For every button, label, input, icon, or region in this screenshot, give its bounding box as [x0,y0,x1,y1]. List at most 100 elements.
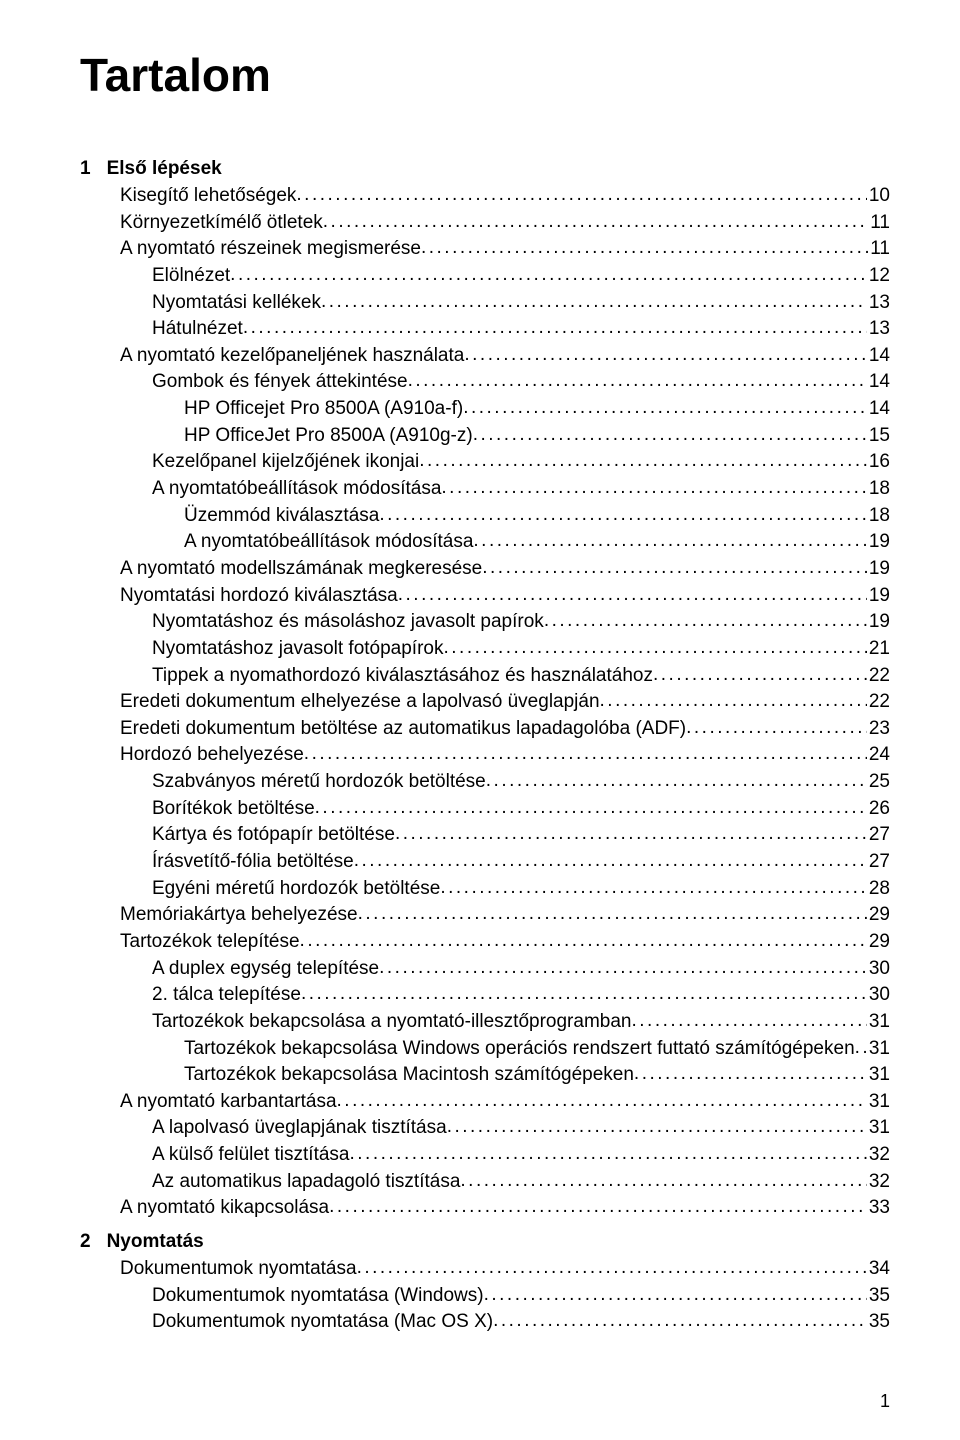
toc-entry-label: A nyomtatóbeállítások módosítása [152,476,441,502]
toc-entry-page: 14 [867,369,890,395]
toc-entry[interactable]: Nyomtatáshoz és másoláshoz javasolt papí… [80,608,890,635]
toc-leader [460,1168,866,1187]
toc-entry-page: 34 [867,1256,890,1282]
toc-entry[interactable]: Környezetkímélő ötletek 11 [80,209,890,236]
toc-entry[interactable]: A nyomtató részeinek megismerése11 [80,235,890,262]
toc-entry-label: Nyomtatási kellékek [152,290,321,316]
toc-entry[interactable]: Hátulnézet 13 [80,315,890,342]
toc-entry[interactable]: Dokumentumok nyomtatása (Windows)35 [80,1282,890,1309]
toc-entry[interactable]: Dokumentumok nyomtatása 34 [80,1255,890,1282]
toc-entry-label: A duplex egység telepítése [152,956,379,982]
toc-leader [300,928,867,947]
toc-entry-label: Egyéni méretű hordozók betöltése [152,876,440,902]
toc-entry-page: 16 [867,449,890,475]
toc-entry[interactable]: Elölnézet12 [80,262,890,289]
toc-leader [337,1088,867,1107]
toc-entry-page: 33 [867,1195,890,1221]
toc-entry[interactable]: Eredeti dokumentum elhelyezése a lapolva… [80,688,890,715]
toc-entry-page: 30 [867,982,890,1008]
toc-leader [408,368,867,387]
toc-entry-label: Dokumentumok nyomtatása (Windows) [152,1283,484,1309]
toc-entry-label: A nyomtatóbeállítások módosítása [184,529,473,555]
toc-entry-page: 11 [868,210,890,236]
toc-entry[interactable]: Tartozékok bekapcsolása a nyomtató-illes… [80,1008,890,1035]
toc-entry-label: Borítékok betöltése [152,796,315,822]
toc-entry[interactable]: A külső felület tisztítása32 [80,1141,890,1168]
toc-entry-page: 31 [867,1115,890,1141]
toc-entry[interactable]: Egyéni méretű hordozók betöltése28 [80,875,890,902]
toc-entry-page: 10 [867,183,890,209]
toc-leader [230,262,867,281]
toc-entry[interactable]: A nyomtató karbantartása31 [80,1088,890,1115]
section-entries: Dokumentumok nyomtatása34Dokumentumok ny… [80,1255,890,1335]
toc-entry[interactable]: Nyomtatáshoz javasolt fotópapírok21 [80,635,890,662]
toc-entry[interactable]: A nyomtató kezelőpaneljének használata14 [80,342,890,369]
toc-entry-label: Hátulnézet [152,316,243,342]
toc-leader [379,955,867,974]
toc-entry-label: Írásvetítő-fólia betöltése [152,849,354,875]
toc-entry[interactable]: Kisegítő lehetőségek10 [80,182,890,209]
toc-leader [296,182,866,201]
toc-entry-label: Üzemmód kiválasztása [184,503,379,529]
toc-entry-page: 32 [867,1142,890,1168]
toc-entry[interactable]: Szabványos méretű hordozók betöltése25 [80,768,890,795]
toc-entry-page: 23 [867,716,890,742]
section-number: 2 [80,1231,91,1253]
toc-entry-page: 13 [867,316,890,342]
toc-entry-page: 27 [867,822,890,848]
toc-entry[interactable]: Írásvetítő-fólia betöltése27 [80,848,890,875]
toc-body: 1Első lépésekKisegítő lehetőségek10Körny… [80,158,890,1335]
toc-entry-label: A nyomtató modellszámának megkeresése [120,556,482,582]
toc-entry[interactable]: Borítékok betöltése26 [80,795,890,822]
toc-entry[interactable]: A nyomtatóbeállítások módosítása18 [80,475,890,502]
toc-entry[interactable]: Kezelőpanel kijelzőjének ikonjai16 [80,448,890,475]
toc-entry-label: Környezetkímélő ötletek [120,210,323,236]
toc-entry[interactable]: Tartozékok bekapcsolása Macintosh számít… [80,1061,890,1088]
toc-entry[interactable]: Tippek a nyomathordozó kiválasztásához é… [80,662,890,689]
toc-entry-label: Eredeti dokumentum betöltése az automati… [120,716,686,742]
toc-entry[interactable]: A nyomtató modellszámának megkeresése 19 [80,555,890,582]
toc-leader [473,422,867,441]
toc-leader [631,1008,866,1027]
toc-entry[interactable]: A duplex egység telepítése30 [80,955,890,982]
toc-entry[interactable]: 2. tálca telepítése 30 [80,981,890,1008]
toc-entry[interactable]: Eredeti dokumentum betöltése az automati… [80,715,890,742]
toc-leader [484,1282,867,1301]
toc-entry[interactable]: HP OfficeJet Pro 8500A (A910g-z)15 [80,422,890,449]
toc-entry[interactable]: A lapolvasó üveglapjának tisztítása31 [80,1114,890,1141]
toc-entry-label: Tartozékok telepítése [120,929,300,955]
section-heading: Nyomtatás [107,1231,204,1253]
toc-entry[interactable]: Tartozékok bekapcsolása Windows operáció… [80,1035,890,1062]
toc-entry-page: 24 [867,742,890,768]
toc-entry-page: 19 [867,529,890,555]
toc-entry-label: Hordozó behelyezése [120,742,304,768]
toc-entry[interactable]: Nyomtatási kellékek13 [80,289,890,316]
toc-entry-label: A nyomtató kezelőpaneljének használata [120,343,464,369]
toc-entry[interactable]: Üzemmód kiválasztása18 [80,502,890,529]
toc-leader [486,768,867,787]
toc-entry[interactable]: Gombok és fények áttekintése14 [80,368,890,395]
toc-entry-label: Az automatikus lapadagoló tisztítása [152,1169,460,1195]
toc-entry-page: 22 [867,689,890,715]
toc-entry[interactable]: Az automatikus lapadagoló tisztítása32 [80,1168,890,1195]
toc-entry[interactable]: HP Officejet Pro 8500A (A910a-f)14 [80,395,890,422]
toc-entry-page: 14 [867,396,890,422]
toc-entry-label: Tartozékok bekapcsolása Windows operáció… [184,1036,855,1062]
toc-entry-label: Eredeti dokumentum elhelyezése a lapolva… [120,689,600,715]
toc-entry[interactable]: Tartozékok telepítése29 [80,928,890,955]
toc-entry[interactable]: A nyomtatóbeállítások módosítása 19 [80,528,890,555]
toc-entry-label: 2. tálca telepítése [152,982,301,1008]
toc-leader [379,502,867,521]
toc-entry[interactable]: Hordozó behelyezése 24 [80,741,890,768]
toc-entry[interactable]: Nyomtatási hordozó kiválasztása19 [80,582,890,609]
toc-leader [855,1035,867,1054]
toc-entry-label: Dokumentumok nyomtatása [120,1256,357,1282]
toc-entry[interactable]: Kártya és fotópapír betöltése27 [80,821,890,848]
toc-leader [304,741,867,760]
toc-entry[interactable]: A nyomtató kikapcsolása33 [80,1194,890,1221]
toc-entry[interactable]: Dokumentumok nyomtatása (Mac OS X)35 [80,1308,890,1335]
toc-entry[interactable]: Memóriakártya behelyezése29 [80,901,890,928]
toc-entry-page: 19 [867,556,890,582]
toc-entry-page: 35 [867,1309,890,1335]
toc-entry-label: Szabványos méretű hordozók betöltése [152,769,486,795]
